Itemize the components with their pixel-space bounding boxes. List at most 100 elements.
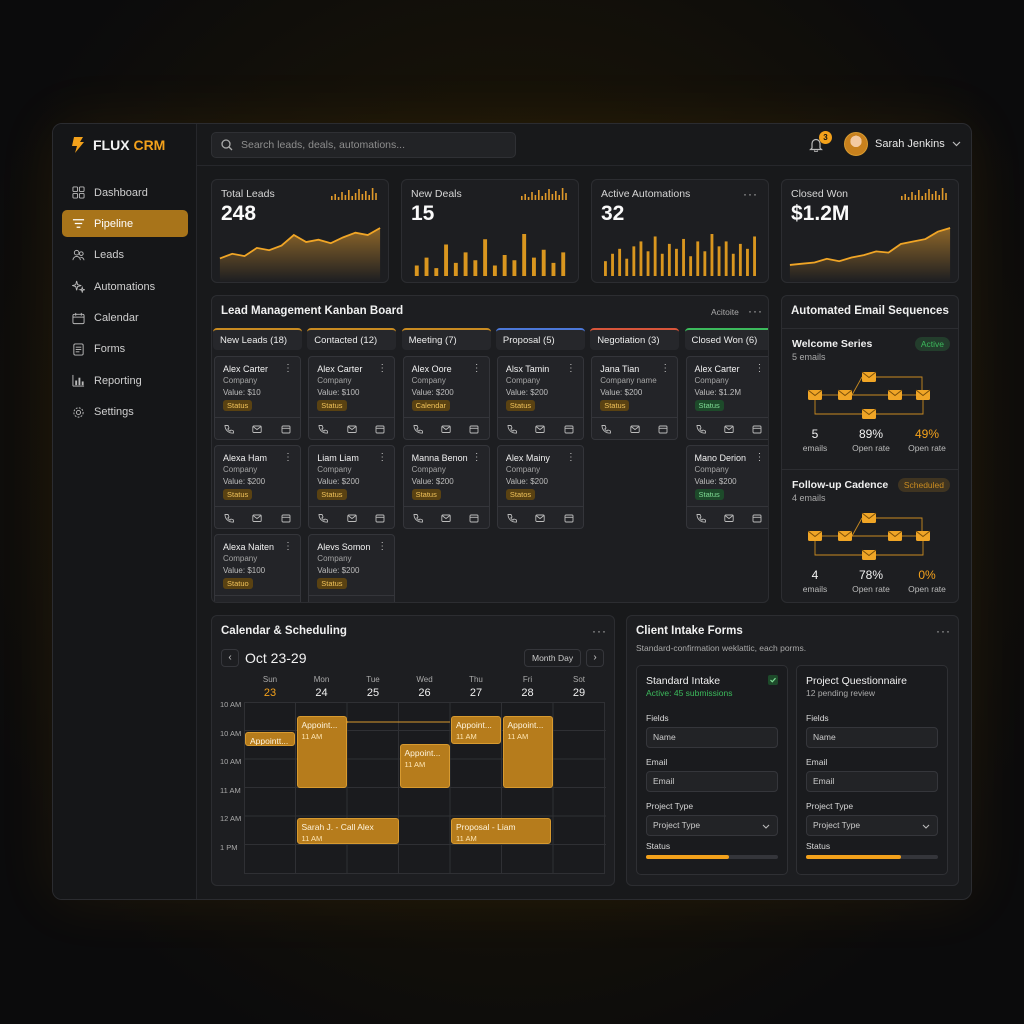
prev-week-button[interactable]: ‹ bbox=[221, 649, 239, 667]
card-menu-icon[interactable]: ⋮ bbox=[283, 541, 293, 552]
phone-icon[interactable] bbox=[601, 424, 612, 434]
calendar-day-header[interactable]: Thu 27 bbox=[450, 675, 502, 699]
card-menu-icon[interactable]: ⋮ bbox=[660, 363, 671, 374]
phone-icon[interactable] bbox=[318, 513, 329, 523]
more-icon[interactable]: ··· bbox=[743, 187, 758, 201]
search-input[interactable] bbox=[241, 139, 491, 151]
name-field[interactable]: Name bbox=[806, 727, 938, 748]
kpi-card-new-deals[interactable]: New Deals 15 bbox=[401, 179, 579, 283]
lead-card[interactable]: Liam Liam Company Value: $200 Status ⋮ bbox=[308, 445, 396, 529]
calendar-icon[interactable] bbox=[375, 424, 385, 434]
calendar-icon[interactable] bbox=[469, 424, 479, 434]
mail-icon[interactable] bbox=[252, 424, 263, 434]
lead-card[interactable]: Alexa Naiten Company Value: $100 Statuo ⋮ bbox=[214, 534, 301, 604]
card-menu-icon[interactable]: ⋮ bbox=[471, 452, 482, 463]
calendar-event[interactable]: Proposal - Liam 11 AM bbox=[451, 818, 551, 844]
calendar-event[interactable]: Appoint... 11 AM bbox=[399, 744, 450, 788]
bell-icon[interactable] bbox=[809, 137, 823, 152]
sidebar-item-dashboard[interactable]: Dashboard bbox=[62, 179, 188, 206]
kpi-card-active-automations[interactable]: Active Automations 32 ··· bbox=[591, 179, 769, 283]
search-box[interactable] bbox=[211, 132, 516, 158]
calendar-icon[interactable] bbox=[658, 424, 668, 434]
kanban-column-header[interactable]: Closed Won (6) bbox=[684, 328, 768, 350]
card-menu-icon[interactable]: ⋮ bbox=[377, 541, 388, 552]
calendar-event[interactable]: Appointt... bbox=[245, 732, 295, 746]
mail-icon[interactable] bbox=[724, 424, 734, 434]
card-menu-icon[interactable]: ⋮ bbox=[471, 363, 482, 374]
calendar-icon[interactable] bbox=[281, 513, 291, 523]
card-menu-icon[interactable]: ⋮ bbox=[565, 452, 576, 463]
card-menu-icon[interactable]: ⋮ bbox=[565, 363, 576, 374]
phone-icon[interactable] bbox=[224, 602, 234, 604]
phone-icon[interactable] bbox=[224, 513, 235, 523]
lead-card[interactable]: Alex Carter Company Value: $10 Status ⋮ bbox=[214, 356, 301, 440]
kpi-card-closed-won[interactable]: Closed Won $1.2M bbox=[781, 179, 959, 283]
kanban-more-icon[interactable]: ··· bbox=[748, 304, 763, 318]
calendar-icon[interactable] bbox=[375, 602, 385, 604]
email-sequence[interactable]: Welcome Series 5 emails Active 5 emails 89% Op… bbox=[782, 328, 958, 463]
lead-card[interactable]: Alexa Ham Company Value: $200 Status ⋮ bbox=[214, 445, 301, 529]
calendar-event[interactable]: Appoint... 11 AM bbox=[502, 716, 553, 788]
calendar-day-header[interactable]: Sot 29 bbox=[553, 675, 605, 699]
brand-logo[interactable]: FLUX CRM bbox=[71, 136, 165, 154]
mail-icon[interactable] bbox=[724, 513, 734, 523]
lead-card[interactable]: Manna Benon Company Value: $200 Status ⋮ bbox=[402, 445, 490, 529]
calendar-icon[interactable] bbox=[281, 424, 291, 434]
lead-card[interactable]: Alsx Tamin Company Value: $200 Status ⋮ bbox=[496, 356, 584, 440]
calendar-icon[interactable] bbox=[469, 513, 479, 523]
sidebar-item-settings[interactable]: Settings bbox=[62, 399, 188, 426]
email-field[interactable]: Email bbox=[646, 771, 778, 792]
kpi-card-total-leads[interactable]: Total Leads 248 bbox=[211, 179, 389, 283]
calendar-day-header[interactable]: Fri 28 bbox=[502, 675, 554, 699]
sidebar-item-pipeline[interactable]: Pipeline bbox=[62, 210, 188, 238]
calendar-event[interactable]: Appoint... 11 AM bbox=[451, 716, 501, 744]
form-card[interactable]: Standard Intake Active: 45 submissions Fie… bbox=[636, 665, 788, 875]
calendar-icon[interactable] bbox=[564, 424, 574, 434]
sidebar-item-reporting[interactable]: Reporting bbox=[62, 367, 188, 394]
sidebar-item-automations[interactable]: Automations bbox=[62, 273, 188, 300]
lead-card[interactable]: Alex Carter Company Value: $100 Status ⋮ bbox=[308, 356, 396, 440]
lead-card[interactable]: Jana Tian Company name Value: $200 Status ⋮ bbox=[591, 356, 679, 440]
mail-icon[interactable] bbox=[347, 513, 357, 523]
card-menu-icon[interactable]: ⋮ bbox=[377, 452, 388, 463]
forms-more-icon[interactable]: ··· bbox=[936, 624, 951, 638]
phone-icon[interactable] bbox=[224, 424, 235, 434]
calendar-icon[interactable] bbox=[752, 424, 762, 434]
mail-icon[interactable] bbox=[535, 513, 546, 523]
kanban-column-header[interactable]: New Leads (18) bbox=[213, 328, 302, 350]
mail-icon[interactable] bbox=[630, 424, 640, 434]
mail-icon[interactable] bbox=[252, 513, 263, 523]
mail-icon[interactable] bbox=[535, 424, 546, 434]
email-field[interactable]: Email bbox=[806, 771, 938, 792]
calendar-event[interactable]: Appoint... 11 AM bbox=[296, 716, 347, 788]
phone-icon[interactable] bbox=[696, 513, 706, 523]
kanban-column-header[interactable]: Negotiation (3) bbox=[590, 328, 680, 350]
calendar-more-icon[interactable]: ··· bbox=[592, 624, 607, 638]
sidebar-item-leads[interactable]: Leads bbox=[62, 242, 188, 269]
calendar-icon[interactable] bbox=[752, 513, 762, 523]
kanban-column-header[interactable]: Meeting (7) bbox=[401, 328, 491, 350]
project-type-select[interactable]: Project Type bbox=[646, 815, 778, 836]
mail-icon[interactable] bbox=[347, 424, 357, 434]
card-menu-icon[interactable]: ⋮ bbox=[377, 363, 388, 374]
calendar-day-header[interactable]: Wed 26 bbox=[399, 675, 451, 699]
phone-icon[interactable] bbox=[413, 424, 423, 434]
mail-icon[interactable] bbox=[441, 424, 451, 434]
next-week-button[interactable]: › bbox=[586, 649, 604, 667]
lead-card[interactable]: Alex Mainy Company Value: $200 Statos ⋮ bbox=[496, 445, 584, 529]
user-menu[interactable]: Sarah Jenkins bbox=[844, 132, 961, 156]
phone-icon[interactable] bbox=[318, 602, 328, 604]
email-sequence[interactable]: Follow-up Cadence 4 emails Scheduled 4 email… bbox=[782, 469, 958, 602]
kanban-column-header[interactable]: Contacted (12) bbox=[307, 328, 397, 350]
phone-icon[interactable] bbox=[507, 424, 517, 434]
card-menu-icon[interactable]: ⋮ bbox=[283, 452, 293, 463]
lead-card[interactable]: Alex Oore Company Value: $200 Calendar ⋮ bbox=[402, 356, 490, 440]
sidebar-item-forms[interactable]: Forms bbox=[62, 336, 188, 363]
calendar-day-header[interactable]: Tue 25 bbox=[347, 675, 399, 699]
lead-card[interactable]: Alex Carter Company Value: $1.2M Status ⋮ bbox=[685, 356, 768, 440]
mail-icon[interactable] bbox=[441, 513, 451, 523]
kanban-action[interactable]: Acitoite bbox=[711, 307, 739, 317]
calendar-event[interactable]: Sarah J. - Call Alex 11 AM bbox=[296, 818, 399, 844]
card-menu-icon[interactable]: ⋮ bbox=[283, 363, 293, 374]
sidebar-item-calendar[interactable]: Calendar bbox=[62, 305, 188, 332]
